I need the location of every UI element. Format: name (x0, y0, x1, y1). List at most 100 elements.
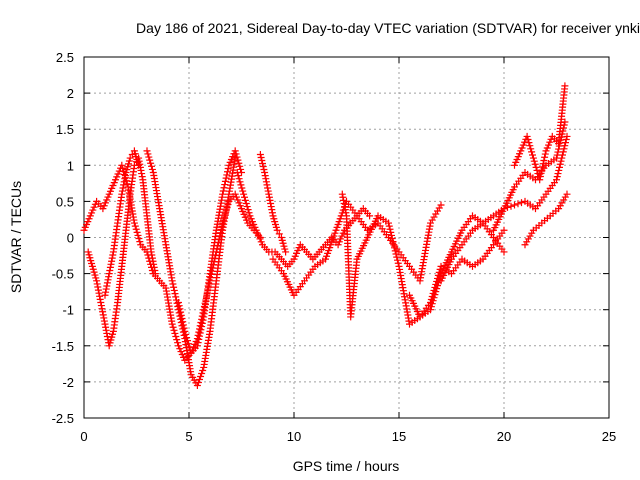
x-tick-label: 25 (602, 429, 616, 444)
data-point-interp (177, 308, 185, 316)
data-point (529, 154, 537, 162)
data-point-interp (394, 256, 401, 264)
data-point-interp (182, 330, 190, 338)
data-point-interp (195, 335, 203, 343)
data-point (231, 147, 239, 155)
data-point-interp (555, 166, 563, 174)
x-tick-label: 5 (185, 429, 192, 444)
data-point-interp (388, 235, 396, 243)
data-point-interp (194, 339, 202, 347)
data-point-interp (531, 160, 539, 168)
data-point-interp (96, 295, 104, 303)
data-point-interp (219, 187, 227, 195)
data-point (130, 219, 138, 227)
chart-title: Day 186 of 2021, Sidereal Day-to-day VTE… (136, 20, 640, 36)
data-point-interp (220, 184, 228, 192)
data-point-interp (170, 326, 178, 334)
data-point-interp (433, 285, 441, 293)
data-point (256, 150, 264, 158)
data-point-interp (194, 379, 202, 387)
data-point-interp (387, 228, 395, 236)
data-point-interp (148, 165, 156, 173)
data-point-interp (131, 222, 139, 230)
data-point-interp (198, 323, 206, 331)
data-point-interp (175, 302, 183, 310)
data-point-interp (128, 150, 136, 158)
data-point-interp (183, 334, 191, 342)
data-point-interp (258, 156, 266, 164)
data-point-interp (120, 178, 128, 186)
data-point-interp (391, 244, 398, 252)
data-point-interp (232, 150, 240, 158)
data-point-interp (93, 280, 101, 288)
data-point-interp (134, 231, 142, 239)
data-point (233, 169, 241, 177)
data-point-interp (224, 168, 231, 176)
data-point-interp (553, 151, 561, 159)
data-point-interp (196, 375, 203, 383)
data-point-interp (108, 254, 116, 262)
data-point-interp (386, 225, 394, 233)
data-point (427, 306, 434, 314)
data-point-interp (554, 170, 562, 178)
data-point-interp (390, 241, 398, 249)
data-point (437, 201, 445, 209)
data-point-interp (169, 323, 177, 331)
data-point-interp (241, 196, 249, 204)
data-point-interp (235, 175, 243, 183)
tick-labels: 0 5 10 15 20 25 -2.5 -2 -1.5 -1 -0.5 0 0.5 1 1.5 2 2.5 (52, 50, 617, 444)
data-point (523, 132, 531, 140)
data-point-interp (172, 293, 180, 301)
data-point-interp (179, 321, 187, 329)
data-point-interp (184, 340, 192, 348)
data-point (175, 298, 182, 306)
data-point-interp (102, 326, 110, 334)
data-point (168, 320, 176, 328)
data-point-interp (524, 136, 532, 144)
data-point (240, 190, 248, 198)
data-point (105, 270, 113, 278)
data-point (273, 226, 281, 234)
data-point-interp (532, 163, 540, 171)
data-point (193, 382, 201, 390)
data-point-interp (539, 160, 547, 168)
data-point-interp (540, 156, 548, 164)
data-point-interp (392, 250, 400, 258)
data-point (536, 176, 544, 184)
data-point-interp (432, 288, 440, 296)
data-point (219, 190, 227, 198)
data-point-interp (146, 156, 154, 164)
data-point-interp (173, 336, 181, 344)
data-point (563, 132, 571, 140)
y-tick-label: 2.5 (56, 50, 74, 65)
data-point-interp (244, 206, 252, 214)
data-point-interp (179, 318, 187, 326)
axis-ticks (83, 56, 610, 419)
data-point-interp (234, 156, 242, 164)
x-tick-label: 20 (497, 429, 511, 444)
data-point-interp (148, 162, 155, 170)
data-point-interp (557, 157, 565, 165)
data-point (511, 201, 518, 209)
data-point-interp (199, 366, 207, 374)
data-point-interp (527, 145, 535, 153)
data-point-interp (136, 238, 144, 246)
y-tick-label: 1 (67, 158, 74, 173)
data-point-interp (236, 178, 244, 186)
data-point-interp (169, 280, 177, 288)
data-point-interp (170, 286, 178, 294)
data-point-interp (239, 187, 247, 195)
data-point-interp (245, 209, 253, 217)
y-tick-label: -2 (62, 375, 74, 390)
y-axis-label: SDTVAR / TECUs (8, 181, 24, 293)
data-point-interp (180, 324, 188, 332)
data-point-interp (198, 319, 206, 327)
data-point-interp (526, 142, 534, 150)
data-point-interp (132, 225, 140, 233)
data-point (282, 248, 290, 256)
data-point (193, 342, 201, 350)
data-point-interp (174, 339, 182, 347)
data-point-interp (525, 139, 533, 147)
data-point-interp (541, 153, 549, 161)
data-point (168, 277, 176, 285)
